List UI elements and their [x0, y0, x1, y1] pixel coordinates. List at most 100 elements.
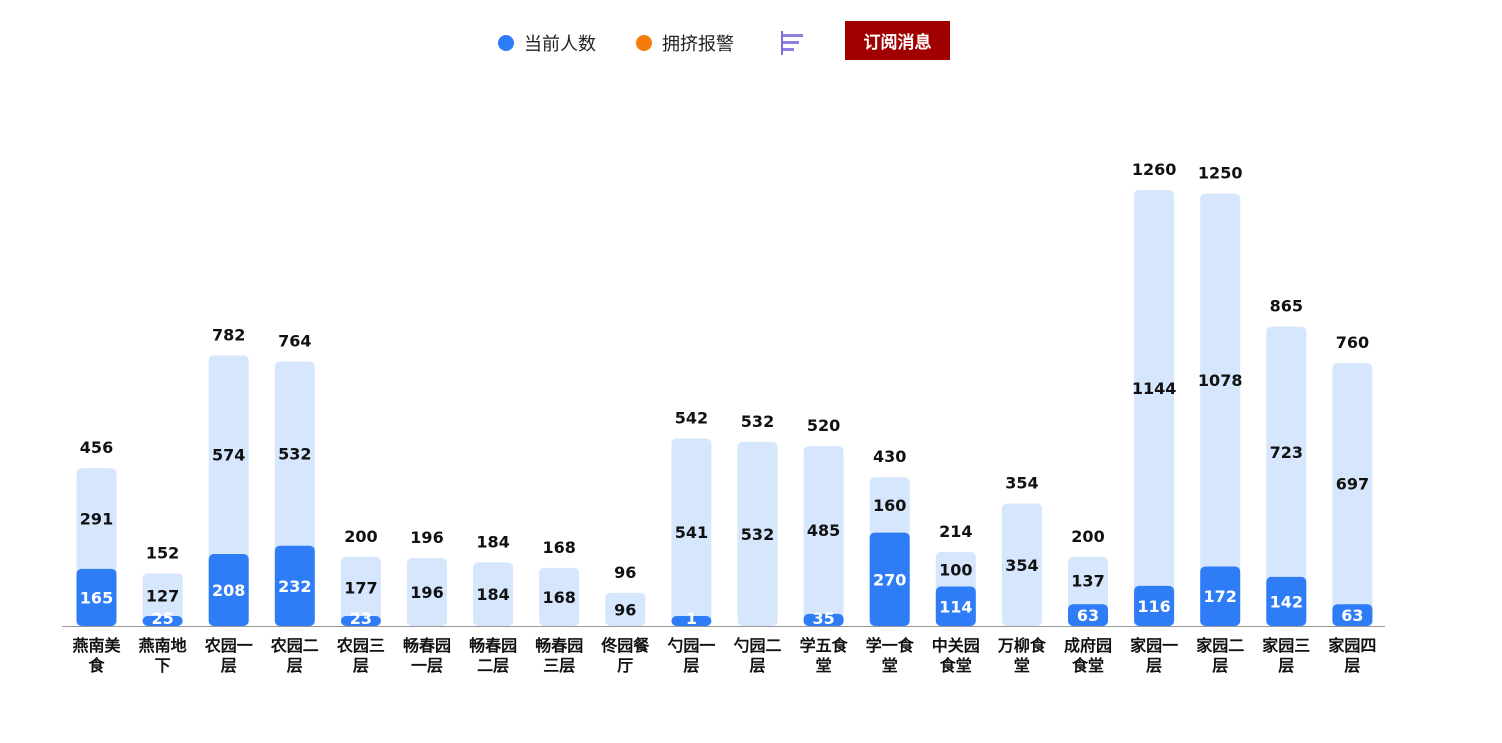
label-current: 116 [1137, 597, 1170, 616]
bar-current[interactable] [935, 586, 976, 626]
label-remaining: 697 [1336, 475, 1369, 494]
label-remaining: 354 [1005, 556, 1038, 575]
legend-dot-alarm [636, 35, 652, 51]
x-tick-label: 一层 [411, 656, 443, 675]
label-current: 232 [278, 577, 311, 596]
label-current: 208 [212, 581, 245, 600]
x-tick-label: 堂 [1014, 656, 1030, 675]
label-total: 184 [476, 532, 509, 551]
bar-current[interactable] [208, 554, 249, 626]
bar-remaining[interactable] [605, 592, 646, 626]
label-total: 214 [939, 522, 972, 541]
x-tick-label: 层 [1278, 656, 1294, 675]
bar-current[interactable] [1068, 604, 1108, 626]
label-remaining: 485 [807, 521, 840, 540]
x-tick-label: 食堂 [939, 656, 972, 675]
label-remaining: 160 [873, 496, 906, 515]
bar-remaining[interactable] [1134, 190, 1175, 626]
bar-current[interactable] [869, 532, 910, 626]
x-tick-label: 中关园 [932, 636, 980, 655]
label-total: 764 [278, 332, 311, 351]
bar-remaining[interactable] [539, 567, 580, 626]
label-total: 96 [614, 563, 636, 582]
x-tick-label: 畅春园 [535, 636, 583, 655]
x-tick-label: 畅春园 [469, 636, 517, 655]
x-tick-label: 家园三 [1262, 636, 1310, 655]
bar-current[interactable] [671, 616, 712, 626]
label-current: 172 [1203, 587, 1236, 606]
label-remaining: 196 [410, 583, 443, 602]
label-total: 200 [1071, 527, 1104, 546]
x-tick-label: 畅春园 [403, 636, 451, 655]
label-total: 760 [1336, 333, 1369, 352]
label-total: 865 [1270, 297, 1303, 316]
bar-current[interactable] [340, 616, 381, 626]
label-current: 165 [80, 588, 113, 607]
label-remaining: 532 [741, 525, 774, 544]
label-total: 1250 [1198, 163, 1243, 182]
subscribe-button[interactable]: 订阅消息 [845, 21, 950, 60]
label-remaining: 1078 [1198, 371, 1243, 390]
x-tick-label: 下 [155, 656, 171, 675]
x-tick-label: 勺园一 [667, 636, 715, 655]
bar-remaining[interactable] [1001, 503, 1042, 626]
label-remaining: 723 [1270, 443, 1303, 462]
bar-current[interactable] [803, 613, 844, 626]
x-tick-label: 食堂 [1071, 656, 1104, 675]
x-tick-label: 燕南地 [139, 636, 187, 655]
label-total: 542 [675, 408, 708, 427]
x-tick-label: 学一食 [866, 636, 915, 655]
bar-current[interactable] [1266, 576, 1307, 626]
x-tick-label: 层 [221, 656, 237, 675]
bar-remaining[interactable] [340, 556, 381, 626]
bar-current[interactable] [76, 568, 117, 626]
label-current: 63 [1077, 606, 1099, 625]
bar-remaining[interactable] [473, 562, 514, 626]
bar-current[interactable] [1332, 604, 1373, 626]
bar-current[interactable] [274, 545, 315, 626]
legend-item-current[interactable]: 当前人数 [498, 30, 596, 56]
label-current: 270 [873, 570, 906, 589]
bar-remaining[interactable] [1332, 363, 1373, 626]
label-current: 142 [1270, 592, 1303, 611]
x-tick-label: 家园二 [1196, 636, 1244, 655]
label-current: 63 [1341, 606, 1363, 625]
label-current: 1 [686, 609, 697, 628]
label-remaining: 541 [675, 523, 708, 542]
x-tick-label: 农园二 [270, 636, 319, 655]
x-tick-label: 层 [353, 656, 369, 675]
label-remaining: 127 [146, 586, 179, 605]
x-tick-label: 成府园 [1064, 636, 1112, 655]
label-remaining: 1144 [1132, 379, 1177, 398]
x-tick-label: 农园三 [336, 636, 385, 655]
bar-remaining[interactable] [737, 441, 778, 626]
x-tick-label: 层 [749, 656, 765, 675]
x-tick-label: 堂 [816, 656, 832, 675]
bar-current[interactable] [1200, 566, 1241, 626]
bar-remaining[interactable] [1266, 326, 1307, 626]
label-total: 520 [807, 416, 840, 435]
label-total: 196 [410, 528, 443, 547]
label-total: 152 [146, 543, 179, 562]
bar-current[interactable] [142, 616, 183, 626]
label-total: 168 [542, 538, 575, 557]
x-tick-label: 家园一 [1130, 636, 1178, 655]
label-remaining: 184 [476, 585, 509, 604]
label-current: 25 [151, 609, 173, 628]
x-tick-label: 勺园二 [733, 636, 781, 655]
bar-remaining[interactable] [407, 558, 447, 626]
label-current: 23 [350, 609, 372, 628]
bar-remaining[interactable] [142, 573, 183, 626]
bar-remaining[interactable] [671, 438, 712, 626]
legend-item-alarm[interactable]: 拥挤报警 [636, 30, 734, 56]
legend: 当前人数 拥挤报警 订阅消息 [0, 20, 1502, 60]
x-tick-label: 二层 [477, 656, 509, 675]
label-remaining: 177 [344, 578, 377, 597]
bar-list-icon[interactable] [780, 31, 806, 55]
bar-remaining[interactable] [1200, 193, 1241, 626]
bar-current[interactable] [1134, 585, 1175, 626]
bar-remaining[interactable] [803, 446, 844, 626]
label-total: 782 [212, 325, 245, 344]
x-tick-label: 厅 [617, 656, 633, 675]
